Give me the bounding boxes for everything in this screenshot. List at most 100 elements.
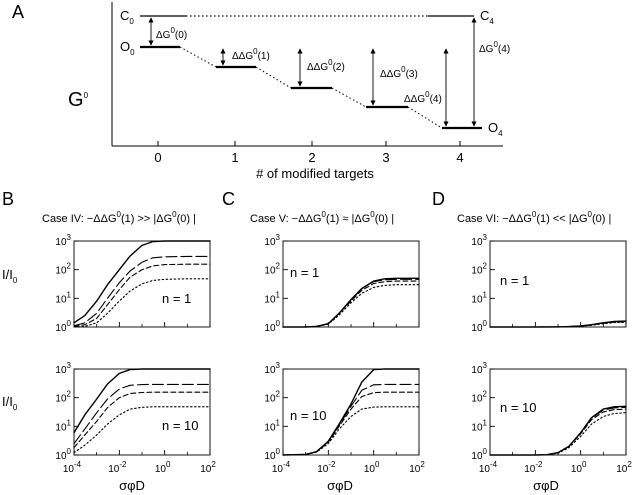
x-tick-label: 10-4 <box>63 460 82 475</box>
n-label: n = 10 <box>290 408 327 423</box>
panel-letter-a: A <box>12 2 24 22</box>
series-line-solid <box>73 240 211 324</box>
series-line-dotted <box>282 406 420 456</box>
panel-a: A G0 0 1 2 3 4 # of modified targets <box>12 2 510 181</box>
y-tick-label: 103 <box>55 361 71 376</box>
plot-d-n10: 100 101 102 103 10-4 10-2 100 102 n = 10 <box>471 361 632 475</box>
y-tick-label: 100 <box>264 447 280 462</box>
x-tick-label: 10-2 <box>317 460 336 475</box>
series-line-long-dash <box>282 383 420 456</box>
y-tick-label: 102 <box>264 262 280 277</box>
panel-a-x-tick-label: 1 <box>231 150 238 165</box>
y-tick-label: 100 <box>264 319 280 334</box>
state-label-c4: C4 <box>480 8 494 26</box>
x-tick-label: 102 <box>200 460 216 475</box>
panel-letter-d: D <box>432 189 445 209</box>
panel-a-x-tick-label: 3 <box>382 150 389 165</box>
series-line-dotted <box>489 412 627 456</box>
state-label-o4: O4 <box>488 120 503 138</box>
plot-b-n1: 100 101 102 103 n = 1 <box>55 233 211 334</box>
y-tick-label: 102 <box>264 390 280 405</box>
plot-c-n10: 100 101 102 103 10-4 10-2 100 102 n = 10 <box>264 361 425 475</box>
series-line-short-dash <box>489 408 627 456</box>
panel-a-x-tick-label: 2 <box>308 150 315 165</box>
case-title-v: Case V: −ΔΔG0(1) ≈ |ΔG0(0) | <box>250 210 394 225</box>
x-tick-label: 100 <box>571 460 587 475</box>
plot-frame <box>73 240 211 328</box>
series-line-short-dash <box>282 280 420 328</box>
plot-frame <box>282 240 420 328</box>
y-tick-label: 100 <box>55 447 71 462</box>
y-tick-label: 103 <box>471 361 487 376</box>
panel-a-x-ticks: 0 1 2 3 4 <box>154 141 464 165</box>
label-ddg0-2: ΔΔG0(2) <box>307 58 345 73</box>
n-label: n = 1 <box>290 265 319 280</box>
open-state-connector <box>255 66 292 89</box>
y-tick-label: 102 <box>55 390 71 405</box>
series-line-short-dash <box>282 391 420 456</box>
n-label: n = 10 <box>500 400 537 415</box>
case-title-iv: Case IV: −ΔΔG0(1) >> |ΔG0(0) | <box>42 210 196 225</box>
x-tick-label: 100 <box>155 460 171 475</box>
y-tick-label: 101 <box>471 418 487 433</box>
series-line-long-dash <box>73 255 211 327</box>
x-tick-label: 102 <box>409 460 425 475</box>
xlabel-c: σφD <box>327 478 353 493</box>
series-line-short-dash <box>73 263 211 327</box>
series-line-long-dash <box>73 383 211 445</box>
x-tick-label: 10-4 <box>479 460 498 475</box>
label-dg0-0: ΔG0(0) <box>156 26 187 41</box>
y-tick-label: 101 <box>264 290 280 305</box>
y-tick-label: 102 <box>471 390 487 405</box>
y-tick-label: 103 <box>55 233 71 248</box>
panel-letter-b: B <box>2 189 14 209</box>
panel-letters: B C D <box>2 189 445 209</box>
x-tick-label: 10-4 <box>272 460 291 475</box>
y-tick-label: 103 <box>264 361 280 376</box>
open-state-connector <box>407 106 443 129</box>
plot-d-n1: 100 101 102 103 n = 1 <box>471 233 627 334</box>
series-line-dotted <box>489 321 627 328</box>
plot-frame <box>73 368 211 456</box>
y-tick-label: 100 <box>471 319 487 334</box>
panel-a-ylabel: G0 <box>68 89 89 111</box>
ylabel-top-row: I/I0 <box>2 267 18 285</box>
n-label: n = 1 <box>500 273 529 288</box>
state-label-c0: C0 <box>120 8 134 26</box>
x-tick-label: 100 <box>364 460 380 475</box>
y-tick-label: 101 <box>471 290 487 305</box>
state-label-o0: O0 <box>120 39 135 57</box>
xlabel-b: σφD <box>119 478 145 493</box>
label-dg0-4: ΔG0(4) <box>479 40 510 55</box>
open-state-connector <box>331 87 367 108</box>
panel-letter-c: C <box>222 189 235 209</box>
y-tick-label: 101 <box>55 418 71 433</box>
series-line-dotted <box>73 406 211 454</box>
x-tick-label: 10-2 <box>108 460 127 475</box>
label-ddg0-1: ΔΔG0(1) <box>232 47 270 62</box>
plot-b-n10: 100 101 102 103 10-4 10-2 100 102 n = 10 <box>55 361 216 475</box>
n-label: n = 1 <box>162 291 191 306</box>
n-label: n = 10 <box>162 418 199 433</box>
y-tick-label: 101 <box>55 290 71 305</box>
label-ddg0-4: ΔΔG0(4) <box>404 90 442 105</box>
x-tick-label: 102 <box>616 460 632 475</box>
plot-c-n1: 100 101 102 103 n = 1 <box>264 233 420 334</box>
y-tick-label: 100 <box>471 447 487 462</box>
panel-a-x-tick-label: 0 <box>154 150 161 165</box>
label-ddg0-3: ΔΔG0(3) <box>380 65 418 80</box>
y-tick-label: 100 <box>55 319 71 334</box>
y-tick-label: 102 <box>471 262 487 277</box>
case-title-vi: Case VI: −ΔΔG0(1) << |ΔG0(0) | <box>457 210 611 225</box>
series-line-solid <box>73 368 211 434</box>
series-line-short-dash <box>73 391 211 449</box>
panel-a-xlabel: # of modified targets <box>256 166 374 181</box>
series-line-dotted <box>73 278 211 328</box>
ylabel-bottom-row: I/I0 <box>2 394 18 412</box>
y-tick-label: 103 <box>471 233 487 248</box>
xlabel-d: σφD <box>533 478 559 493</box>
case-titles: Case IV: −ΔΔG0(1) >> |ΔG0(0) | Case V: −… <box>42 210 611 225</box>
y-tick-label: 102 <box>55 262 71 277</box>
